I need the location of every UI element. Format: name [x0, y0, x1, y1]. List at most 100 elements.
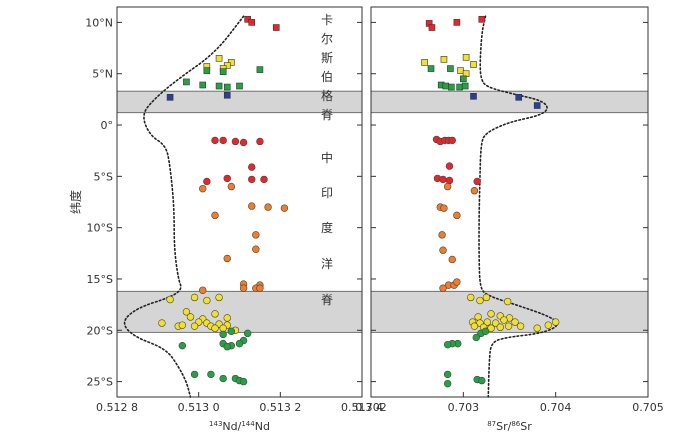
data-point — [239, 284, 248, 292]
data-point — [158, 319, 166, 327]
data-point — [199, 81, 207, 89]
y-tick-label: 20°S — [87, 324, 113, 337]
data-point — [236, 82, 243, 90]
data-point — [264, 203, 272, 211]
region-annotation: 格 — [321, 88, 333, 103]
data-point — [223, 254, 231, 263]
y-tick-label: 10°N — [85, 16, 113, 29]
data-point — [207, 370, 215, 379]
data-point — [182, 308, 191, 316]
data-point — [239, 377, 248, 386]
x-tick-label: 0.704 — [540, 401, 572, 414]
data-point — [453, 211, 461, 220]
data-point — [252, 231, 260, 239]
data-point — [443, 340, 452, 349]
x-axis-label-superscript: 86 — [511, 420, 520, 428]
data-point — [470, 187, 479, 195]
region-annotation: 度 — [321, 220, 333, 235]
data-point — [203, 67, 211, 74]
data-point — [256, 284, 264, 292]
data-point — [231, 137, 240, 146]
x-axis-label-text: Sr — [520, 420, 532, 433]
data-point — [243, 329, 252, 338]
y-tick-label: 10°S — [87, 222, 113, 235]
region-annotation: 中 — [321, 150, 333, 165]
data-point — [440, 204, 448, 212]
data-point — [219, 68, 227, 75]
envelope-curve — [123, 15, 245, 398]
data-point — [223, 83, 231, 91]
data-point — [500, 316, 508, 324]
series-5 — [436, 182, 479, 292]
data-point — [516, 322, 525, 330]
data-point — [190, 293, 199, 302]
shaded-band — [116, 290, 363, 333]
data-point — [239, 138, 248, 147]
data-point — [457, 67, 464, 74]
data-point — [438, 231, 446, 239]
x-axis-label: 87Sr/86Sr — [487, 420, 532, 433]
series-7 — [178, 327, 252, 386]
data-point — [470, 322, 479, 330]
data-point — [461, 82, 469, 90]
data-point — [515, 94, 523, 101]
series-2 — [183, 66, 264, 91]
data-point — [223, 174, 231, 183]
data-point — [473, 177, 481, 186]
data-point — [453, 278, 461, 286]
data-point — [260, 175, 268, 184]
series-3 — [166, 91, 231, 101]
y-tick-label: 5°N — [92, 68, 113, 81]
y-axis-label: 纬度 — [68, 190, 83, 214]
data-point — [211, 310, 219, 318]
data-point — [460, 75, 467, 83]
data-point — [448, 255, 456, 264]
plot-frame — [116, 6, 363, 398]
x-tick-label: 0.512 8 — [96, 401, 138, 414]
x-axis-label-text: Nd/ — [222, 420, 241, 433]
data-point — [474, 313, 482, 321]
data-point — [456, 83, 463, 91]
region-annotation: 卡 — [321, 13, 333, 27]
data-point — [219, 324, 227, 332]
series-2 — [427, 65, 469, 91]
data-point — [472, 333, 480, 342]
region-annotation: 印 — [321, 186, 333, 200]
chart-panel-0: 0.512 8 0.513 0 0.513 2 0.513 4 10°N 5°N 0° 5°S… — [68, 6, 383, 433]
data-point — [482, 293, 491, 302]
data-point — [440, 56, 448, 63]
series-0 — [425, 16, 486, 31]
data-point — [215, 55, 223, 62]
data-point — [252, 245, 260, 253]
data-point — [199, 286, 207, 294]
y-tick-label: 5°S — [94, 170, 113, 183]
series-6 — [467, 293, 560, 332]
data-point — [215, 293, 223, 302]
x-axis-label-superscript: 87 — [487, 420, 496, 428]
data-point — [511, 318, 519, 326]
data-point — [491, 319, 500, 327]
data-point — [544, 321, 552, 329]
data-point — [476, 296, 484, 305]
data-point — [166, 295, 174, 304]
x-tick-label: 0.705 — [632, 401, 664, 414]
data-point — [470, 92, 477, 100]
data-point — [481, 327, 490, 336]
x-tick-label: 0.513 2 — [259, 401, 301, 414]
data-point — [462, 53, 470, 61]
data-point — [178, 341, 187, 350]
envelope-curve — [478, 15, 558, 398]
y-tick-label: 25°S — [87, 376, 113, 389]
data-point — [496, 323, 504, 331]
data-point — [190, 322, 199, 330]
data-point — [219, 136, 227, 145]
data-point — [215, 82, 223, 90]
data-point — [256, 137, 264, 146]
data-point — [448, 136, 456, 145]
data-point — [223, 314, 231, 322]
data-point — [178, 321, 187, 329]
data-point — [248, 175, 256, 184]
x-axis-label: 143Nd/144Nd — [209, 420, 270, 433]
data-point — [445, 176, 454, 185]
data-point — [483, 318, 492, 326]
